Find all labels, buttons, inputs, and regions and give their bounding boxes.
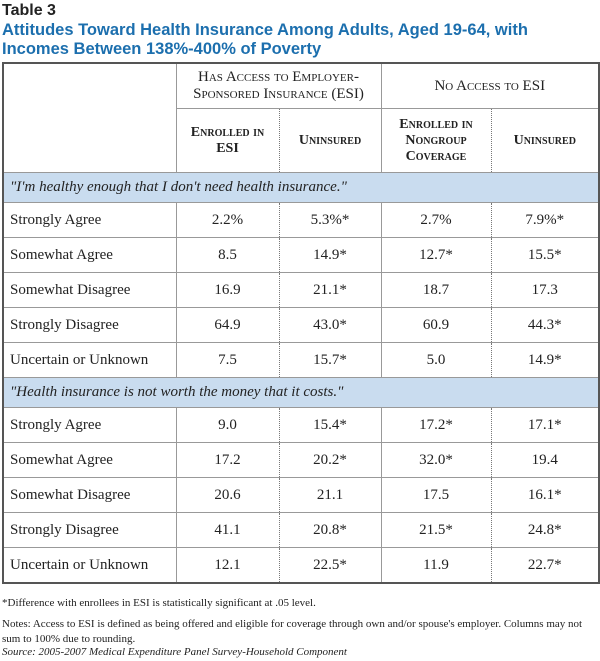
value-cell: 64.9 [175,307,280,343]
value-cell: 21.1 [278,477,382,513]
value-cell: 24.8* [490,512,600,548]
data-row: Uncertain or Unknown 12.1 22.5* 11.9 22.7* [2,547,600,584]
value-cell: 15.4* [278,407,382,443]
value-cell: 41.1 [175,512,280,548]
data-row: Strongly Disagree 64.9 43.0* 60.9 44.3* [2,307,600,343]
section-row: "Health insurance is not worth the money… [2,377,600,408]
footnote: Notes: Access to ESI is defined as being… [2,618,583,645]
value-cell: 2.7% [380,202,492,238]
table-title: Attitudes Toward Health Insurance Among … [2,21,528,58]
value-cell: 11.9 [380,547,492,584]
data-row: Somewhat Agree 17.2 20.2* 32.0* 19.4 [2,442,600,478]
data-row: Somewhat Agree 8.5 14.9* 12.7* 15.5* [2,237,600,273]
row-label: Somewhat Disagree [2,477,177,513]
value-cell: 17.3 [490,272,600,308]
value-cell: 20.2* [278,442,382,478]
value-cell: 20.6 [175,477,280,513]
value-cell: 16.1* [490,477,600,513]
group-row: Has Access to Employer-Sponsored Insuran… [2,62,600,173]
value-cell: 14.9* [278,237,382,273]
group-header: No Access to ESI [380,62,600,109]
value-cell: 17.5 [380,477,492,513]
value-cell: 17.1* [490,407,600,443]
value-cell: 22.7* [490,547,600,584]
value-cell: 7.5 [175,342,280,378]
row-label: Strongly Agree [2,407,177,443]
data-row: Uncertain or Unknown 7.5 15.7* 5.0 14.9* [2,342,600,378]
data-row: Strongly Agree 2.2% 5.3%* 2.7% 7.9%* [2,202,600,238]
row-label: Somewhat Disagree [2,272,177,308]
data-table: Has Access to Employer-Sponsored Insuran… [2,62,600,584]
value-cell: 15.5* [490,237,600,273]
value-cell: 43.0* [278,307,382,343]
column-header: Enrolled in Nongroup Coverage [380,108,492,173]
data-row: Somewhat Disagree 16.9 21.1* 18.7 17.3 [2,272,600,308]
value-cell: 17.2 [175,442,280,478]
value-cell: 19.4 [490,442,600,478]
value-cell: 8.5 [175,237,280,273]
value-cell: 7.9%* [490,202,600,238]
source: Source: 2005-2007 Medical Expenditure Pa… [2,646,347,658]
value-cell: 5.3%* [278,202,382,238]
table-body: Has Access to Employer-Sponsored Insuran… [2,62,600,584]
value-cell: 17.2* [380,407,492,443]
value-cell: 12.1 [175,547,280,584]
group-header: Has Access to Employer-Sponsored Insuran… [175,62,382,109]
row-label: Strongly Agree [2,202,177,238]
column-header: Uninsured [278,108,382,173]
section-title: "Health insurance is not worth the money… [2,377,600,408]
value-cell: 22.5* [278,547,382,584]
row-label: Somewhat Agree [2,237,177,273]
footnote: *Difference with enrollees in ESI is sta… [2,597,316,609]
value-cell: 20.8* [278,512,382,548]
value-cell: 32.0* [380,442,492,478]
row-label: Strongly Disagree [2,307,177,343]
corner-cell [2,62,177,173]
value-cell: 21.5* [380,512,492,548]
value-cell: 21.1* [278,272,382,308]
section-title: "I'm healthy enough that I don't need he… [2,172,600,203]
value-cell: 44.3* [490,307,600,343]
column-header: Enrolled in ESI [175,108,280,173]
section-row: "I'm healthy enough that I don't need he… [2,172,600,203]
data-row: Strongly Agree 9.0 15.4* 17.2* 17.1* [2,407,600,443]
value-cell: 12.7* [380,237,492,273]
row-label: Uncertain or Unknown [2,547,177,584]
column-row: Enrolled in ESI Uninsured Enrolled in No… [3,108,600,173]
column-header: Uninsured [490,108,600,173]
value-cell: 9.0 [175,407,280,443]
row-label: Uncertain or Unknown [2,342,177,378]
row-label: Somewhat Agree [2,442,177,478]
value-cell: 15.7* [278,342,382,378]
data-row: Somewhat Disagree 20.6 21.1 17.5 16.1* [2,477,600,513]
table-label: Table 3 [2,2,56,19]
row-label: Strongly Disagree [2,512,177,548]
value-cell: 14.9* [490,342,600,378]
value-cell: 16.9 [175,272,280,308]
value-cell: 18.7 [380,272,492,308]
value-cell: 5.0 [380,342,492,378]
value-cell: 60.9 [380,307,492,343]
data-row: Strongly Disagree 41.1 20.8* 21.5* 24.8* [2,512,600,548]
value-cell: 2.2% [175,202,280,238]
